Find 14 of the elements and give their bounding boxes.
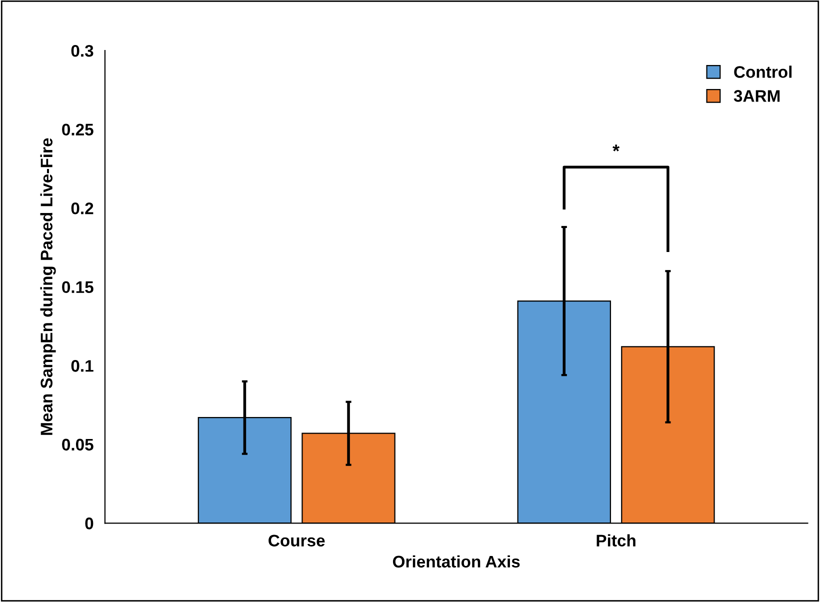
y-axis-title: Mean SampEn during Paced Live-Fire (40, 138, 56, 435)
x-tick-label: Pitch (596, 534, 636, 546)
x-tick-label: Course (268, 534, 325, 546)
y-tick-label: 0.05 (62, 438, 94, 451)
legend-label: Control (734, 66, 792, 78)
annotation: * (612, 144, 620, 152)
y-tick-label: 0.1 (71, 360, 94, 372)
y-tick-label: 0.3 (71, 44, 94, 57)
x-axis-title: Orientation Axis (392, 555, 520, 568)
y-tick-label: 0.2 (71, 202, 94, 214)
y-tick-label: 0.15 (62, 281, 94, 294)
legend-label: 3ARM (734, 90, 780, 102)
y-tick-label: 0.25 (62, 124, 94, 136)
y-tick-label: 0 (85, 518, 94, 530)
